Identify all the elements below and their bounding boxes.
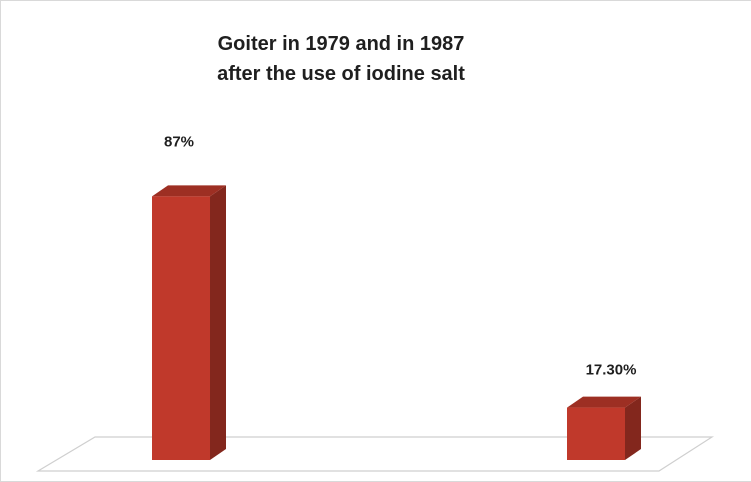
bars-group xyxy=(152,185,641,460)
data-label-2: 17.30% xyxy=(586,362,637,379)
bar-side-face xyxy=(625,396,641,460)
bar-1 xyxy=(152,185,226,460)
bar-side-face xyxy=(210,185,226,460)
bar-2 xyxy=(567,396,641,460)
data-labels-group: 87% 17.30% xyxy=(164,133,636,378)
chart-title: Goiter in 1979 and in 1987 after the use… xyxy=(1,29,681,89)
bar-front-face xyxy=(567,407,625,460)
bar-top-face xyxy=(152,185,226,197)
chart-title-line-2: after the use of iodine salt xyxy=(217,63,465,85)
bar-top-face xyxy=(567,396,641,408)
bar-front-face xyxy=(152,196,210,460)
chart-title-line-1: Goiter in 1979 and in 1987 xyxy=(217,33,465,55)
data-label-1: 87% xyxy=(164,133,194,150)
